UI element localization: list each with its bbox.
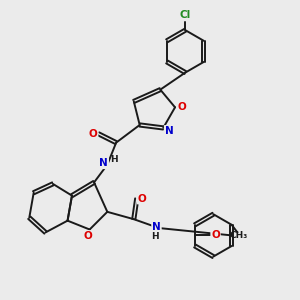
Text: O: O [84,231,92,241]
Text: N: N [99,158,108,168]
Text: O: O [211,230,220,240]
Text: O: O [138,194,146,204]
Text: CH₃: CH₃ [230,231,247,240]
Text: Cl: Cl [180,11,191,20]
Text: O: O [177,102,186,112]
Text: H: H [152,232,159,241]
Text: N: N [165,126,173,136]
Text: O: O [89,129,98,139]
Text: H: H [110,155,118,164]
Text: N: N [152,222,161,232]
